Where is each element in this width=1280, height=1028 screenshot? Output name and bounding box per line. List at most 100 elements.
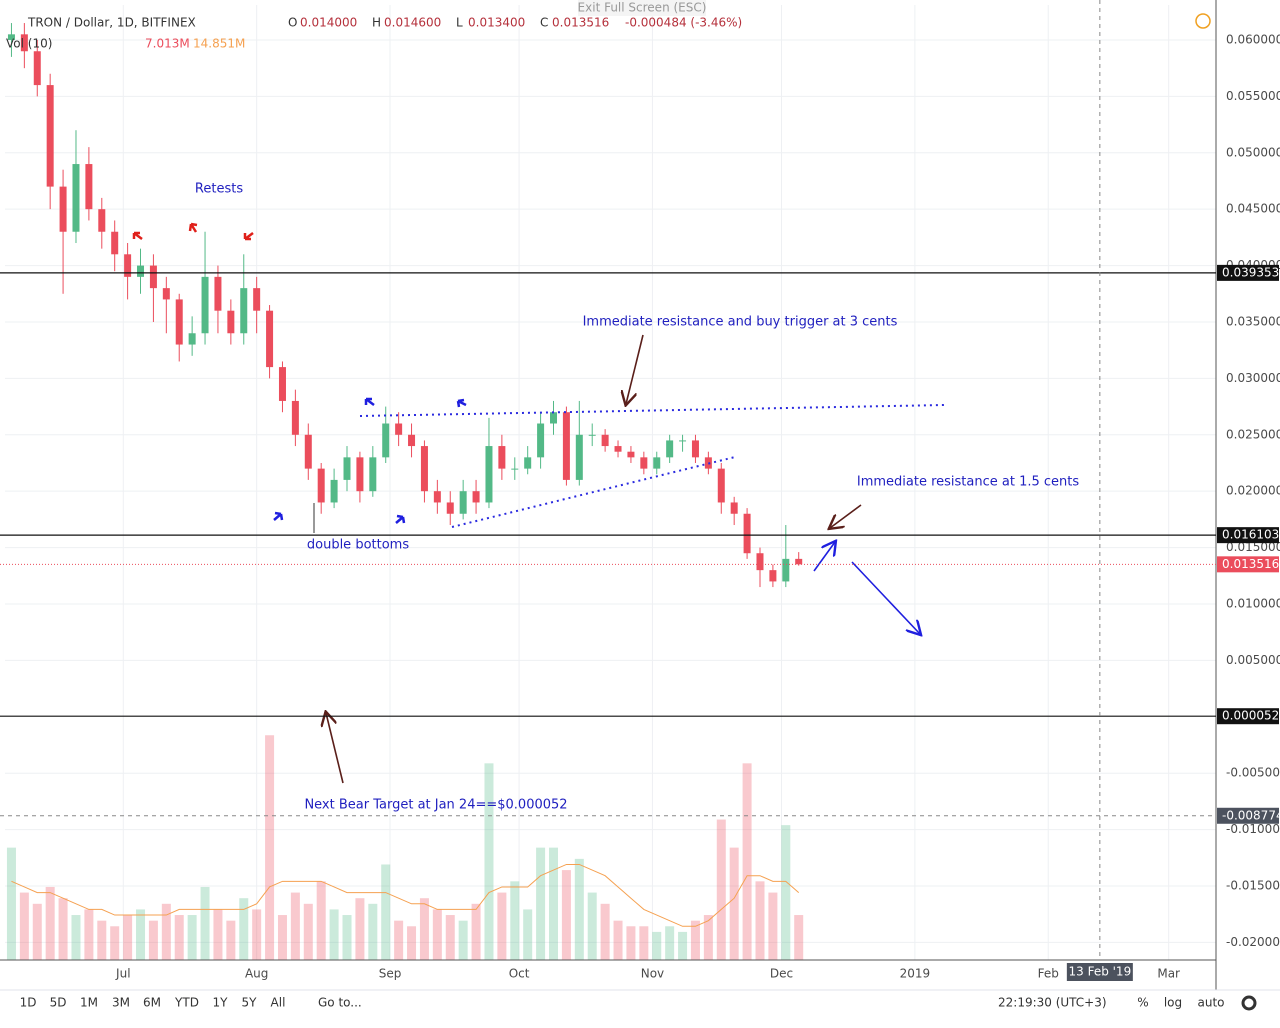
candle-body <box>253 288 261 311</box>
range-button[interactable]: 3M <box>112 996 130 1010</box>
candle-body <box>588 434 596 436</box>
candle-body <box>537 423 545 458</box>
x-tick-label: Nov <box>641 967 664 981</box>
volume-bar <box>148 920 158 960</box>
candle-body <box>769 570 777 582</box>
volume-bar <box>277 915 287 960</box>
volume-bar <box>497 892 507 960</box>
candle-body <box>266 310 274 368</box>
x-tick-label: Aug <box>245 967 268 981</box>
volume-bar <box>471 903 481 960</box>
candle-body <box>485 446 493 503</box>
candle-body <box>653 457 661 469</box>
volume-ma-line <box>11 863 800 927</box>
toggle-button[interactable]: % <box>1137 996 1148 1010</box>
arrow <box>626 334 644 404</box>
arrow <box>813 542 835 572</box>
arrow <box>851 561 920 634</box>
range-button[interactable]: 1M <box>80 996 98 1010</box>
y-tick-label: 0.015000 <box>1226 540 1280 554</box>
volume-label: Vol (10) <box>6 37 52 51</box>
settings-icon[interactable] <box>1241 995 1257 1011</box>
candle-body <box>395 423 403 435</box>
candle-body <box>795 558 803 565</box>
price-label: 0.039353 <box>1222 265 1279 279</box>
volume-bar <box>755 881 765 960</box>
volume-bar <box>381 864 391 960</box>
toggle-button[interactable]: auto <box>1197 996 1224 1010</box>
volume-bar <box>407 926 417 960</box>
volume-bar <box>58 898 68 960</box>
volume-bar <box>226 920 236 960</box>
candle-body <box>240 288 248 334</box>
volume-bar <box>252 909 262 960</box>
volume-bar <box>523 909 533 960</box>
volume-bar <box>355 898 365 960</box>
arrow-icon <box>456 398 467 408</box>
candle-body <box>278 367 286 401</box>
volume-bar <box>600 903 610 960</box>
candle-body <box>433 491 441 503</box>
candle-body <box>162 288 170 300</box>
volume-bar <box>419 898 429 960</box>
volume-bar <box>71 915 81 960</box>
volume-bar <box>265 735 275 960</box>
candle-body <box>679 440 687 442</box>
ohlc-value: 0.014000 <box>300 16 357 30</box>
change: -0.000484 (-3.46%) <box>625 16 742 30</box>
volume-bar <box>342 915 352 960</box>
volume-bar <box>587 892 597 960</box>
toggle-button[interactable]: log <box>1164 996 1182 1010</box>
ohlc-key: O <box>288 16 297 30</box>
arrow-icon <box>243 232 254 241</box>
candle-body <box>72 164 80 232</box>
candle-body <box>214 276 222 311</box>
candle-body <box>524 457 532 469</box>
volume-bar <box>665 926 675 960</box>
x-tick-label: Mar <box>1157 967 1180 981</box>
range-button[interactable]: 5Y <box>242 996 258 1010</box>
volume-value: 7.013M <box>145 37 190 51</box>
volume-bar <box>213 909 223 960</box>
x-tick-label: Feb <box>1038 967 1059 981</box>
price-label-bg <box>1217 527 1279 544</box>
volume-bar <box>329 909 339 960</box>
range-button[interactable]: 6M <box>143 996 161 1010</box>
candle-body <box>408 434 416 447</box>
candle-body <box>498 446 506 469</box>
ohlc-value: 0.014600 <box>384 16 441 30</box>
ohlc-key: C <box>540 16 548 30</box>
candle-body <box>717 468 725 503</box>
candle-body <box>227 310 235 334</box>
candle-body <box>59 186 67 232</box>
volume-bar <box>458 920 468 960</box>
volume-bar <box>613 920 623 960</box>
candle-body <box>549 412 557 424</box>
range-button[interactable]: 1Y <box>213 996 229 1010</box>
candle-body <box>20 34 28 52</box>
volume-bar <box>652 931 662 960</box>
crosshair-x-label: 13 Feb '19 <box>1068 965 1131 979</box>
trend-line <box>451 456 736 528</box>
candle-body <box>201 276 209 334</box>
candle-body <box>666 440 674 458</box>
arrow-icon <box>188 222 198 233</box>
y-tick-label: 0.010000 <box>1226 596 1280 610</box>
volume-bar <box>368 903 378 960</box>
range-button[interactable]: All <box>271 996 286 1010</box>
candle-body <box>85 164 93 210</box>
candle-body <box>614 446 622 452</box>
range-button[interactable]: 1D <box>20 996 37 1010</box>
exit-hint-bg <box>578 0 706 16</box>
candle-body <box>304 434 312 469</box>
range-button[interactable]: YTD <box>174 996 199 1010</box>
volume-bar <box>32 903 42 960</box>
range-button[interactable]: 5D <box>50 996 67 1010</box>
candle-body <box>420 446 428 492</box>
goto-button[interactable]: Go to... <box>318 996 362 1010</box>
volume-bar <box>510 881 520 960</box>
y-tick-label: 0.055000 <box>1226 89 1280 103</box>
volume-bar <box>484 763 494 960</box>
volume-bar <box>574 858 584 960</box>
y-tick-label: 0.025000 <box>1226 427 1280 441</box>
